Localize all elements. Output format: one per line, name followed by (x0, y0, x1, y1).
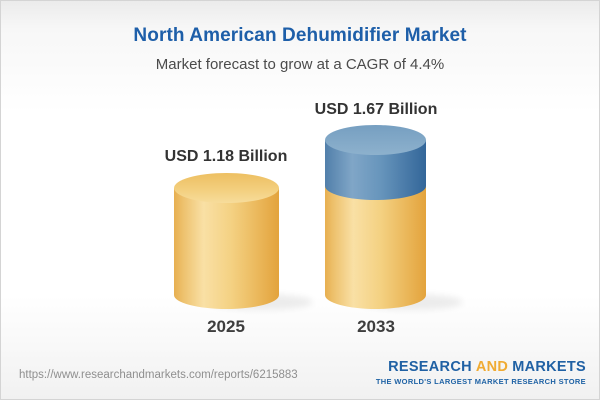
page-title: North American Dehumidifier Market (133, 25, 467, 46)
category-label-2033: 2033 (357, 317, 395, 336)
value-label-2025: USD 1.18 Billion (164, 148, 288, 165)
chart-header: North American Dehumidifier Market Marke… (1, 1, 599, 73)
logo-wordmark: RESEARCH AND MARKETS (376, 360, 586, 375)
category-label-2025: 2025 (207, 317, 245, 336)
logo-word-research: RESEARCH (388, 359, 472, 375)
bar-2025-body (174, 188, 279, 309)
value-label-2033: USD 1.67 Billion (314, 101, 438, 118)
logo-tagline: THE WORLD'S LARGEST MARKET RESEARCH STOR… (375, 376, 586, 386)
bar-2033-growth-segment (325, 140, 426, 200)
bar-2033-cylinder (325, 125, 463, 310)
logo-word-and: AND (475, 359, 509, 375)
bar-2025-top-cap (174, 173, 279, 203)
bar-2025-cylinder (174, 173, 313, 310)
logo-word-markets: MARKETS (512, 359, 586, 375)
research-and-markets-logo: RESEARCH AND MARKETS THE WORLD'S LARGEST M… (376, 360, 586, 385)
page-subtitle: Market forecast to grow at a CAGR of 4.4… (155, 56, 445, 73)
bar-2033-base-segment (325, 186, 426, 309)
report-url: https://www.researchandmarkets.com/repor… (19, 369, 298, 381)
bar-2033-top-cap (325, 125, 426, 155)
